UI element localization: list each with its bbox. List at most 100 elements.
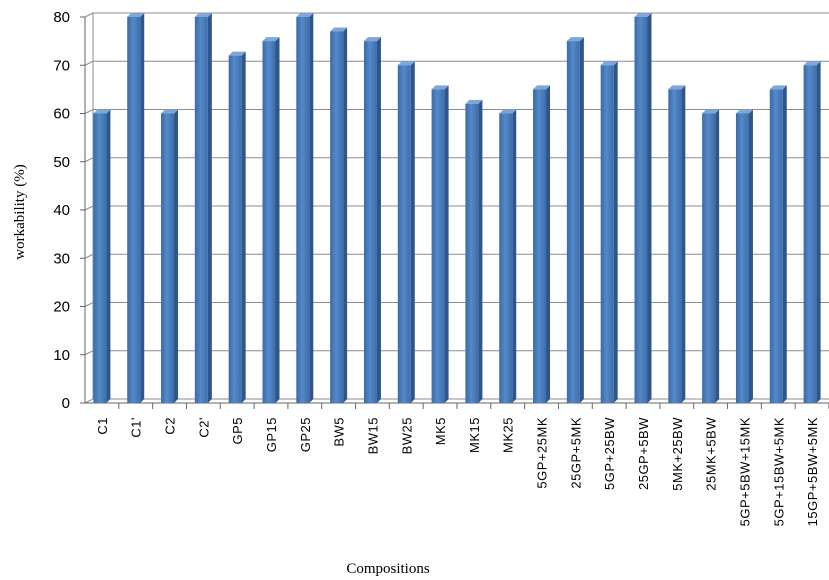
x-tick-label: MK5 [433,417,448,445]
bar-front [228,55,242,403]
x-tick-label: C2 [163,417,178,435]
bar [533,85,551,403]
bar-side [681,85,686,403]
y-tick-label: 60 [53,106,70,123]
bar-front [566,41,580,403]
y-axis-title: workability (%) [12,164,28,259]
bar-side [478,99,483,403]
bar-front [465,103,479,403]
bar [465,99,483,403]
bar [93,109,111,403]
x-tick-label: GP25 [298,417,313,452]
bar-side [410,61,415,403]
bar-side [140,13,145,403]
bar [296,13,314,403]
x-tick-label: 25GP+5MK [568,417,583,489]
bar-side [512,109,517,403]
x-tick-label: BW5 [332,417,347,447]
bar-front [803,65,817,403]
bar-front [600,65,614,403]
bar-top [93,109,111,114]
bar-side [613,61,618,403]
bar-front [499,113,513,403]
x-tick-label: GP5 [230,417,245,445]
bar-top [533,85,551,90]
bar [600,61,618,403]
bar-side [444,85,449,403]
y-tick-label: 50 [53,154,70,171]
bar [668,85,686,403]
bar [127,13,145,403]
bar-side [275,37,280,403]
x-tick-label: BW25 [399,417,414,454]
y-tick-label: 0 [62,395,70,412]
bar-front [296,17,310,403]
bar-top [228,51,246,56]
y-tick-label: 30 [53,250,70,267]
bar-top [634,13,652,17]
bar-front [533,89,547,403]
bar [194,13,212,403]
x-tick-label: 15GP+5BW+5MK [805,417,820,526]
bar-front [634,17,648,403]
y-tick-label: 40 [53,202,70,219]
x-tick-label: GP15 [264,417,279,452]
bar-side [579,37,584,403]
bar-top [194,13,212,17]
bar-front [127,17,141,403]
bar-front [668,89,682,403]
bar [330,27,348,403]
bar-front [769,89,783,403]
bar-side [106,109,111,403]
bar-side [647,13,652,403]
bar [397,61,415,403]
bar-front [397,65,411,403]
bar-front [735,113,749,403]
bar-side [748,109,753,403]
bar-top [330,27,348,32]
bar-top [668,85,686,90]
bar-top [803,61,821,66]
bar-side [782,85,787,403]
y-tick-label: 80 [53,9,70,26]
x-tick-label: 25MK+5BW [704,417,719,491]
x-tick-label: 25GP+5BW [636,417,651,490]
bar-top [161,109,179,114]
y-tick-labels: 0 10 20 30 40 50 60 70 80 [53,9,70,412]
bar-side [715,109,720,403]
bar [735,109,753,403]
gridlines [84,12,829,404]
x-tick-label: 5GP+5BW+15MK [737,417,752,526]
x-tick-label: 5GP+25MK [535,417,550,489]
bar [566,37,584,403]
bar-front [363,41,377,403]
bar-side [174,109,179,403]
bar-top [735,109,753,114]
x-tick-label: C2' [196,417,211,438]
bar-side [241,51,246,403]
bar [431,85,449,403]
bar-top [363,37,381,42]
bar [161,109,179,403]
bar-front [330,31,344,403]
x-axis-title: Compositions [346,561,430,577]
bar [803,61,821,403]
y-tick-label: 10 [53,347,70,364]
bar-front [262,41,276,403]
bar-top [499,109,517,114]
x-tick-label: 5MK+25BW [670,417,685,491]
bar-side [376,37,381,403]
bar-side [309,13,314,403]
x-tick-label: C1' [129,417,144,438]
bar [769,85,787,403]
bar-front [702,113,716,403]
bar [228,51,246,403]
x-tick-labels: C1 C1' C2 C2' GP5 GP15 GP25 BW5 BW15 BW25 MK5 MK15 M… [95,417,820,527]
bar-top [465,99,483,104]
x-tick-label: 5GP+25BW [602,417,617,490]
bar-front [194,17,208,403]
bar [702,109,720,403]
bar-top [769,85,787,90]
bar [363,37,381,403]
